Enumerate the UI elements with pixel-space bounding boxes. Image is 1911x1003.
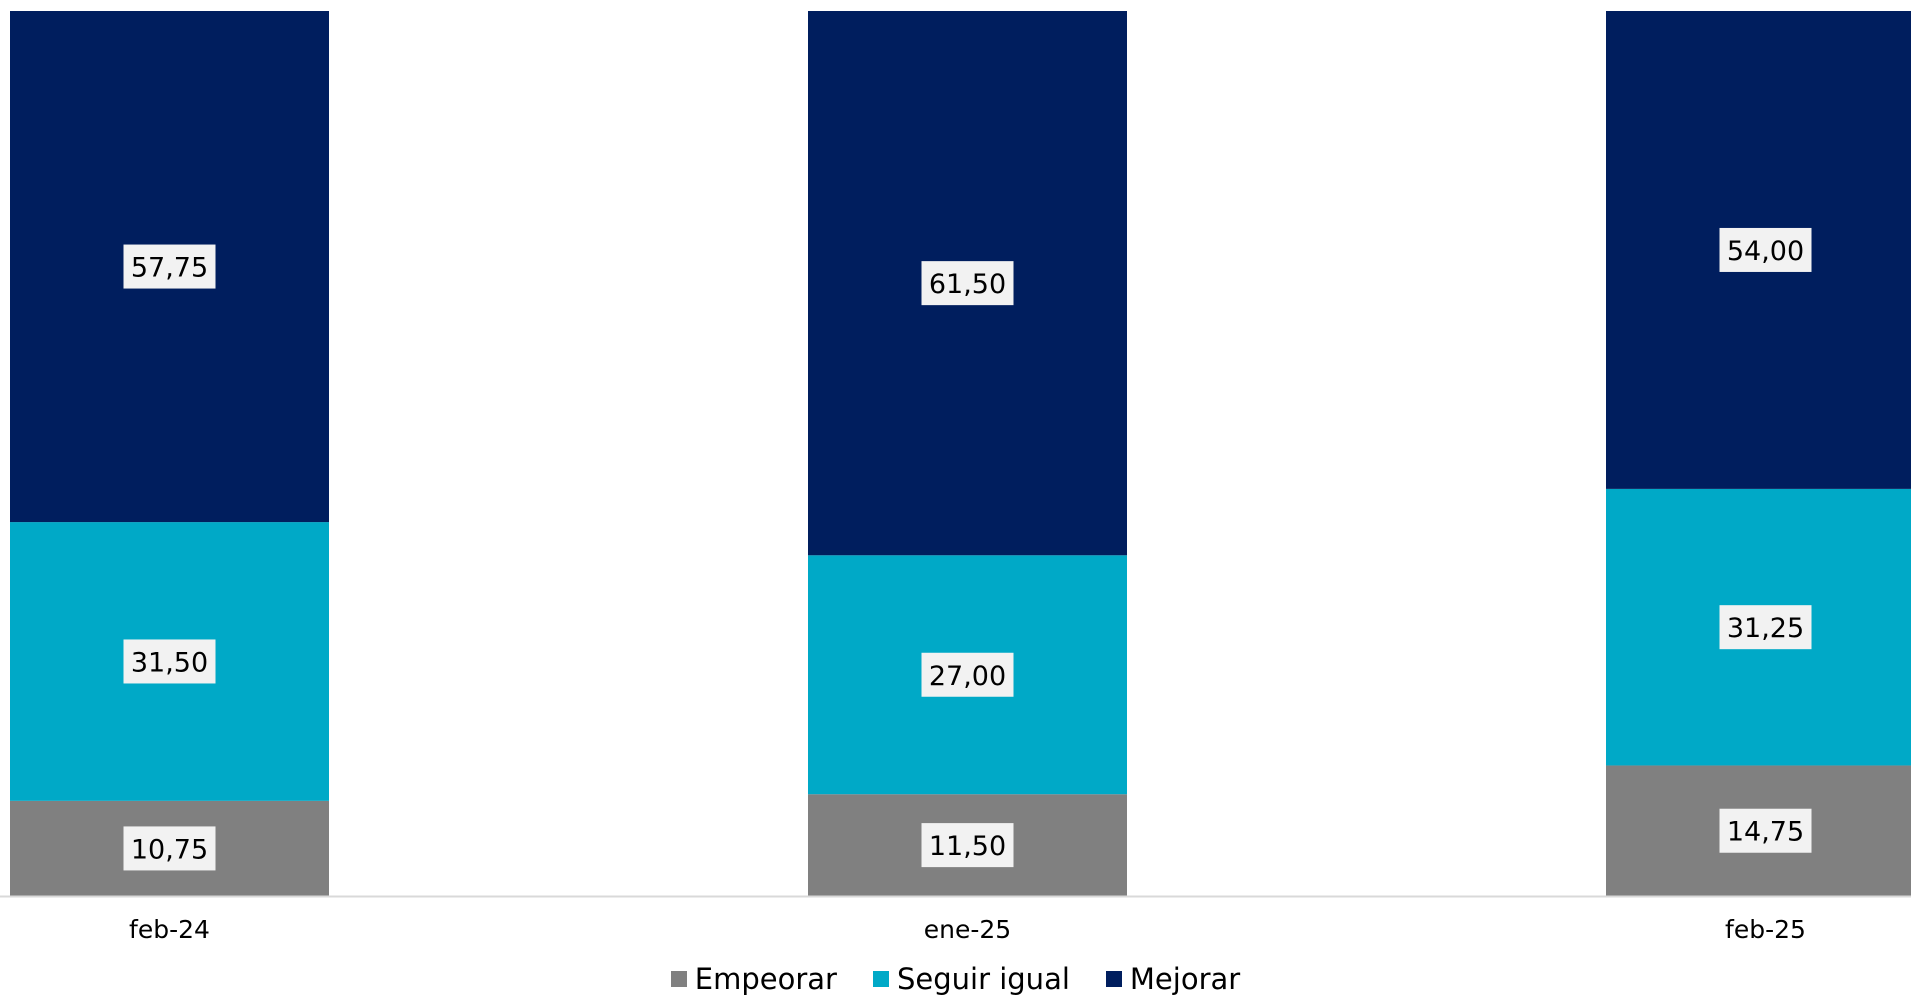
x-tick-label: feb-25 [1725,915,1806,944]
legend-swatch-mejorar [1105,971,1122,987]
legend-swatch-empeorar [670,971,687,987]
data-label-box [1719,605,1812,650]
data-label-box [1719,227,1812,272]
x-tick-label: feb-24 [129,915,210,944]
legend-item-mejorar: Mejorar [1105,962,1241,996]
data-label-box [123,244,216,289]
data-label-box [123,639,216,684]
data-label-box [921,652,1014,697]
data-label: 61,50 [929,269,1006,300]
legend: Empeorar Seguir igual Mejorar [0,962,1911,996]
data-label: 31,50 [131,647,208,678]
data-label: 14,75 [1727,817,1804,848]
x-tick-label: ene-25 [924,915,1011,944]
data-label: 54,00 [1727,236,1804,267]
data-label: 57,75 [131,253,208,284]
legend-label-empeorar: Empeorar [694,962,837,996]
data-label: 11,50 [929,831,1006,862]
legend-swatch-seguir-igual [872,971,889,987]
data-label-box [921,823,1014,868]
data-label-box [123,826,216,871]
data-label: 31,25 [1727,613,1804,644]
stacked-bar-chart: 10,75 31,50 57,75 feb-24 11,50 27,00 61,50 ene-… [0,11,1911,944]
legend-label-seguir-igual: Seguir igual [896,962,1070,996]
data-label-box [921,261,1014,306]
legend-item-seguir-igual: Seguir igual [872,962,1070,996]
data-label-box [1719,808,1812,853]
legend-label-mejorar: Mejorar [1129,962,1241,996]
data-label: 10,75 [131,834,208,865]
data-label: 27,00 [929,661,1006,692]
legend-item-empeorar: Empeorar [670,962,837,996]
